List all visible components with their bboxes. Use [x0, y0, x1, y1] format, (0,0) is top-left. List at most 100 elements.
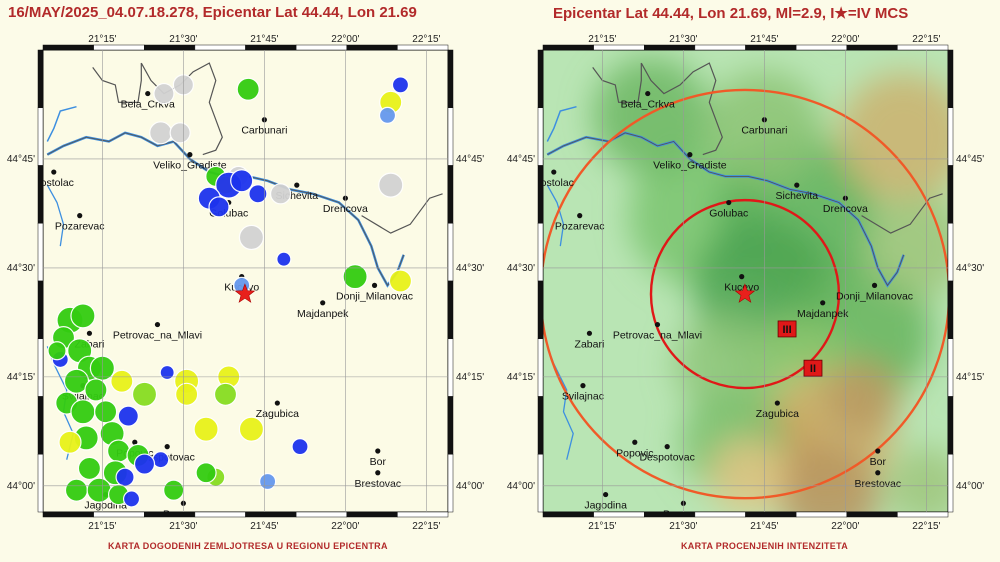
earthquake-event-marker[interactable]: [64, 478, 89, 502]
right-map-city-marker: Svilajnac: [562, 383, 604, 403]
left-map-city-label: Petrovac_na_Mlavi: [113, 330, 202, 342]
left-map-lat-tick-left: 44°45': [7, 154, 35, 165]
earthquake-event-marker[interactable]: [84, 378, 108, 402]
left-map-river: [46, 184, 65, 247]
right-map-city-dot: [645, 90, 651, 97]
earthquake-event-marker[interactable]: [133, 453, 156, 475]
earthquake-event-marker[interactable]: [195, 462, 217, 484]
left-map-city-dot: [294, 182, 300, 188]
intensity-isoseismal-ring[interactable]: [649, 198, 841, 390]
earthquake-event-marker[interactable]: [115, 467, 135, 487]
earthquake-event-marker[interactable]: [106, 439, 131, 463]
earthquake-event-marker[interactable]: [70, 399, 96, 425]
right-map-city-marker: Jagodina: [584, 491, 627, 512]
right-map-city-label: Popovic: [616, 447, 653, 459]
earthquake-events-map[interactable]: Bela_CrkvaCarbunariVeliko_GradisteKostol…: [0, 26, 500, 538]
right-map-scalebar-right: [947, 338, 954, 397]
left-map-lon-tick-top: 21°45': [250, 34, 278, 45]
left-map-scalebar-right: [447, 107, 454, 166]
intensity-label-box: [803, 359, 823, 377]
earthquake-event-marker[interactable]: [291, 438, 309, 456]
earthquake-event-marker[interactable]: [169, 122, 191, 144]
right-map-river: [546, 105, 577, 142]
estimated-intensity-map[interactable]: IIIIIBela_CrkvaCarbunariVeliko_GradisteK…: [500, 26, 1000, 538]
left-map-lon-tick-bottom: 21°45': [250, 521, 278, 532]
right-map-city-marker: Bela_Crkva: [621, 90, 675, 111]
earthquake-event-marker[interactable]: [391, 76, 410, 94]
left-map-scalebar-left: [37, 223, 44, 282]
right-map-city-marker: Popovic: [616, 439, 653, 459]
right-map-scalebar-right: [947, 165, 954, 224]
right-map-city-marker: Kostolac: [543, 169, 574, 189]
intensity-label-III: III: [777, 320, 797, 338]
earthquake-event-marker[interactable]: [269, 183, 292, 205]
left-map-scalebar-top: [346, 44, 398, 51]
left-map-lat-tick-left: 44°00': [7, 481, 35, 492]
earthquake-event-marker[interactable]: [342, 264, 368, 290]
earthquake-event-marker[interactable]: [193, 416, 219, 442]
left-map-city-marker: Zagubica: [256, 400, 299, 420]
earthquake-event-marker[interactable]: [208, 196, 230, 218]
right-map-scalebar-top: [745, 44, 797, 51]
right-map-lon-tick-top: 21°45': [750, 34, 778, 45]
left-map-city-dot: [164, 444, 170, 450]
left-map-lat-tick-right: 44°45': [456, 154, 484, 165]
earthquake-event-marker[interactable]: [86, 477, 112, 503]
earthquake-event-marker[interactable]: [378, 172, 404, 198]
earthquake-event-marker[interactable]: [163, 479, 185, 501]
earthquake-event-marker[interactable]: [110, 369, 134, 393]
right-map-city-dot: [871, 282, 878, 288]
earthquake-event-marker[interactable]: [388, 269, 413, 293]
right-map-frame: [537, 44, 954, 518]
left-map-city-label: Pozarevac: [55, 221, 105, 233]
right-map-scalebar-bottom: [795, 511, 847, 518]
right-map-state-border: [640, 62, 723, 156]
earthquake-event-marker[interactable]: [77, 456, 102, 481]
earthquake-event-marker[interactable]: [238, 416, 265, 442]
right-map-city-dot: [586, 330, 593, 336]
earthquake-event-marker[interactable]: [175, 382, 199, 406]
left-map-scalebar-right: [447, 223, 454, 282]
left-map-scalebar-left: [37, 396, 44, 455]
earthquake-event-marker[interactable]: [70, 303, 96, 329]
earthquake-event-marker[interactable]: [94, 400, 118, 424]
earthquake-event-marker[interactable]: [378, 106, 397, 124]
right-map-caption: KARTA PROCENJENIH INTENZITETA: [681, 541, 849, 551]
earthquake-event-marker[interactable]: [152, 451, 170, 469]
intensity-label-text: II: [810, 363, 816, 375]
earthquake-event-marker[interactable]: [149, 121, 173, 145]
earthquake-event-marker[interactable]: [236, 77, 260, 101]
earthquake-event-marker[interactable]: [238, 224, 265, 251]
right-map-city-label: Zagubica: [756, 408, 799, 420]
left-map-scalebar-bottom: [397, 511, 449, 518]
left-map-scalebar-left: [37, 49, 44, 108]
intensity-isoseismal-ring[interactable]: [541, 88, 949, 500]
left-map-lon-tick-top: 22°15': [412, 34, 440, 45]
right-map-city-marker: Zabari: [575, 330, 604, 350]
left-map-lat-tick-left: 44°30': [7, 263, 35, 274]
earthquake-event-marker[interactable]: [131, 381, 158, 407]
left-map-lat-tick-right: 44°00': [456, 481, 484, 492]
right-map-city-label: Brestovac: [854, 478, 901, 490]
right-map-city-label: Petrovac_na_Mlavi: [613, 330, 702, 342]
earthquake-event-marker[interactable]: [230, 169, 254, 193]
right-map-lon-tick-top: 21°15': [588, 34, 616, 45]
earthquake-event-marker[interactable]: [47, 341, 67, 361]
earthquake-event-marker[interactable]: [159, 364, 175, 381]
earthquake-event-marker[interactable]: [58, 430, 82, 454]
earthquake-event-marker[interactable]: [122, 490, 141, 508]
left-map-city-dot: [145, 90, 151, 97]
earthquake-event-marker[interactable]: [248, 184, 268, 204]
left-map-scalebar-bottom: [144, 511, 196, 518]
earthquake-event-marker[interactable]: [276, 251, 292, 267]
left-map-city-marker: Petrovac_na_Mlavi: [113, 321, 202, 342]
earthquake-event-marker[interactable]: [117, 405, 139, 427]
left-map-city-label: Majdanpek: [297, 308, 349, 320]
right-map-city-dot: [726, 199, 732, 206]
earthquake-event-marker[interactable]: [259, 472, 277, 491]
right-map-city-dot: [875, 470, 881, 476]
earthquake-event-marker[interactable]: [153, 82, 175, 105]
earthquake-event-marker[interactable]: [213, 382, 238, 406]
right-map-lon-tick-bottom: 21°45': [750, 521, 778, 532]
left-map-scalebar-left: [37, 454, 44, 513]
